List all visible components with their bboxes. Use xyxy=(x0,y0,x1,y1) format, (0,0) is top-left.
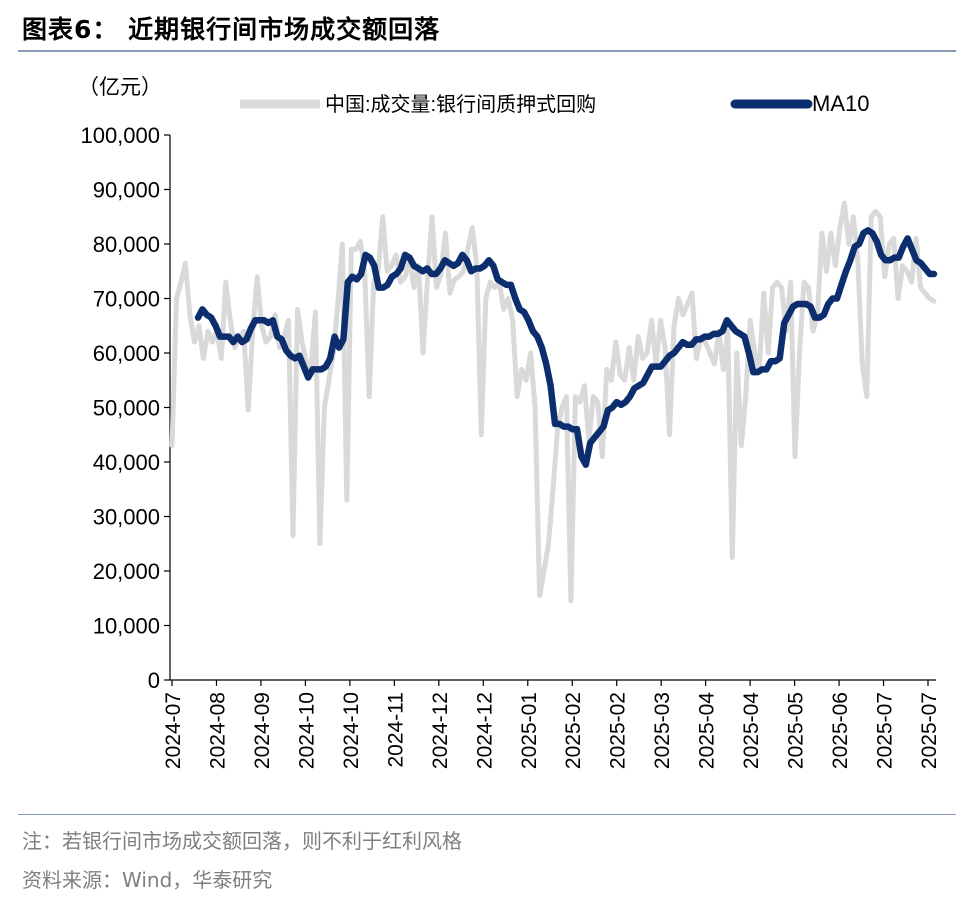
x-tick-label: 2024-07 xyxy=(162,692,185,769)
legend-label-volume: 中国:成交量:银行间质押式回购 xyxy=(325,93,596,116)
x-tick-label: 2024-09 xyxy=(251,692,274,769)
x-tick-label: 2024-12 xyxy=(429,692,452,769)
y-tick-label: 60,000 xyxy=(93,341,160,366)
y-tick-label: 30,000 xyxy=(93,505,160,530)
x-tick-label: 2024-11 xyxy=(384,692,407,768)
x-tick-label: 2025-03 xyxy=(651,692,674,769)
title-divider xyxy=(18,50,956,52)
x-axis: 2024-07 2024-08 2024-09 2024-10 2024-10 2024-… xyxy=(162,679,941,769)
x-tick-label: 2024-10 xyxy=(295,692,318,769)
y-axis: 100,000 90,000 80,000 70,000 60,000 50,000 40,… xyxy=(80,123,171,693)
plot-area xyxy=(169,200,938,604)
x-tick-label: 2025-07 xyxy=(918,692,941,769)
x-tick-label: 2025-05 xyxy=(785,692,808,769)
x-tick-label: 2025-01 xyxy=(518,692,541,769)
y-tick-label: 50,000 xyxy=(93,396,160,421)
y-tick-label: 90,000 xyxy=(93,178,160,203)
chart-source: 资料来源：Wind，华泰研究 xyxy=(22,868,273,892)
legend: 中国:成交量:银行间质押式回购 MA10 xyxy=(240,91,869,116)
x-tick-label: 2024-12 xyxy=(473,692,496,769)
x-tick-label: 2025-02 xyxy=(607,692,630,769)
x-tick-label: 2025-04 xyxy=(740,692,763,769)
y-tick-label: 100,000 xyxy=(80,123,160,148)
series-line-volume xyxy=(169,200,937,604)
series-line-ma10 xyxy=(194,227,938,468)
x-tick-label: 2025-07 xyxy=(874,692,897,769)
legend-label-ma10: MA10 xyxy=(812,91,869,116)
x-tick-label: 2024-10 xyxy=(340,692,363,769)
y-tick-label: 20,000 xyxy=(93,559,160,584)
y-unit-label: （亿元） xyxy=(78,76,162,99)
x-tick-label: 2025-04 xyxy=(696,692,719,769)
y-tick-label: 0 xyxy=(148,668,160,693)
figure-title: 图表6： 近期银行间市场成交额回落 xyxy=(22,15,441,44)
y-tick-label: 70,000 xyxy=(93,287,160,312)
y-tick-label: 80,000 xyxy=(93,232,160,257)
chart-note: 注：若银行间市场成交额回落，则不利于红利风格 xyxy=(22,829,462,853)
footer-divider xyxy=(18,814,956,815)
y-tick-label: 40,000 xyxy=(93,450,160,475)
y-tick-label: 10,000 xyxy=(93,614,160,639)
x-tick-label: 2024-08 xyxy=(206,692,229,769)
x-tick-label: 2025-02 xyxy=(562,692,585,769)
x-tick-label: 2025-06 xyxy=(829,692,852,769)
